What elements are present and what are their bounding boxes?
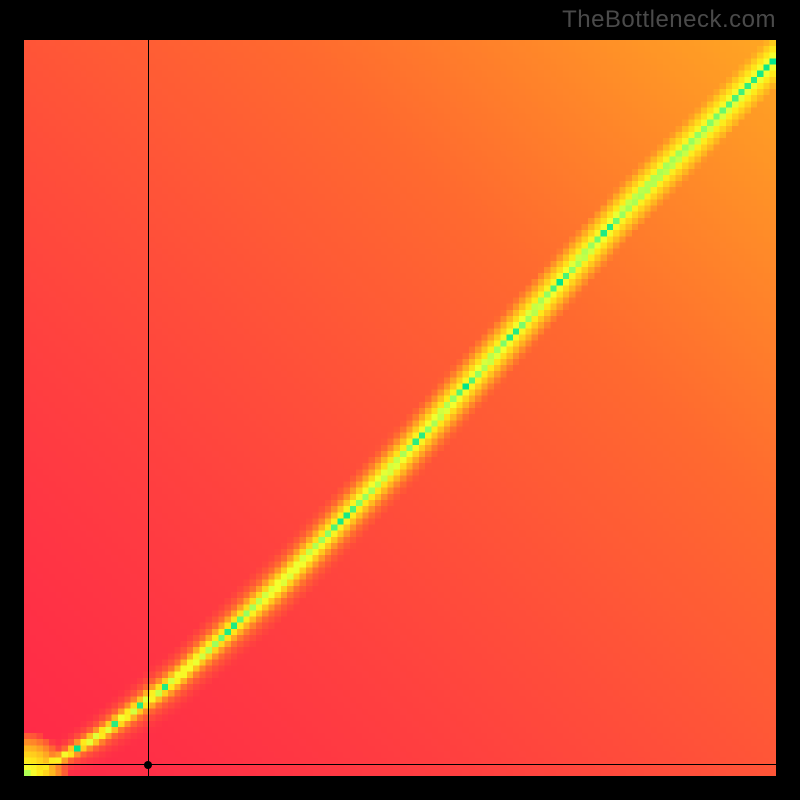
plot-area xyxy=(24,40,776,776)
watermark-text: TheBottleneck.com xyxy=(562,6,776,34)
crosshair-marker xyxy=(144,761,152,769)
crosshair-horizontal-line xyxy=(24,764,776,765)
crosshair-vertical-line xyxy=(148,40,149,776)
chart-container: TheBottleneck.com xyxy=(0,0,800,800)
bottleneck-heatmap xyxy=(24,40,776,776)
